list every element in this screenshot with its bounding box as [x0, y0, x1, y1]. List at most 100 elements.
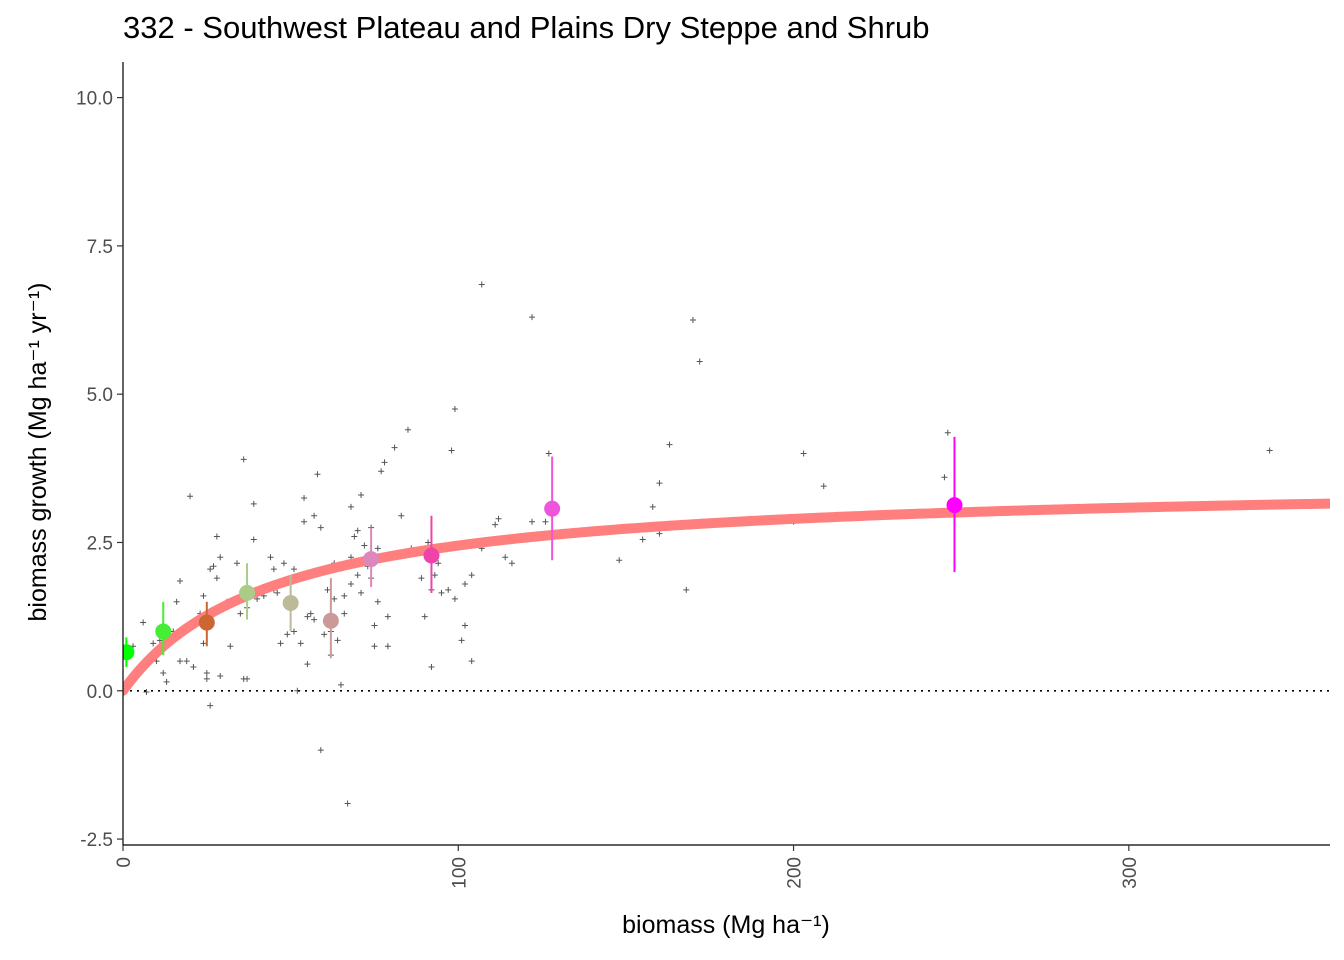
raw-point	[267, 554, 274, 561]
raw-point	[301, 518, 308, 525]
raw-point	[351, 533, 358, 540]
raw-point	[140, 619, 147, 626]
mean-point	[198, 614, 215, 631]
raw-point	[616, 557, 623, 564]
raw-point	[200, 640, 207, 647]
raw-point	[290, 628, 297, 635]
raw-point	[451, 595, 458, 602]
raw-point	[820, 483, 827, 490]
mean-point	[544, 500, 561, 517]
raw-point	[384, 643, 391, 650]
raw-point	[435, 560, 442, 567]
raw-point	[461, 581, 468, 587]
raw-point	[438, 589, 445, 596]
raw-point	[421, 613, 428, 620]
x-tick-label: 100	[449, 857, 470, 889]
raw-point	[321, 631, 328, 638]
raw-point	[190, 664, 197, 671]
raw-point	[445, 586, 452, 593]
raw-point	[331, 595, 338, 602]
y-tick-label: -2.5	[80, 830, 113, 851]
raw-point	[529, 314, 536, 321]
raw-point	[311, 616, 318, 623]
raw-point	[203, 675, 210, 682]
raw-point	[545, 450, 552, 457]
raw-point	[311, 512, 318, 519]
y-axis-title: biomass growth (Mg ha⁻¹ yr⁻¹)	[24, 283, 52, 622]
raw-point	[649, 503, 656, 510]
raw-point	[203, 669, 210, 676]
mean-point	[423, 547, 440, 564]
mean-point	[282, 594, 299, 611]
raw-point	[207, 566, 214, 573]
raw-point	[307, 610, 314, 617]
raw-point	[274, 589, 281, 596]
raw-point	[337, 681, 344, 688]
raw-point	[451, 406, 458, 413]
fit-curve	[123, 498, 1330, 696]
raw-point	[425, 539, 432, 546]
raw-point	[361, 542, 368, 549]
mean-point	[946, 497, 963, 514]
raw-point	[143, 688, 150, 695]
raw-point	[341, 610, 348, 617]
raw-point	[404, 426, 411, 433]
raw-point	[683, 586, 690, 593]
raw-point	[696, 358, 703, 365]
raw-point	[213, 533, 220, 540]
y-tick-label: 10.0	[76, 89, 113, 110]
raw-point	[237, 610, 244, 617]
raw-point	[297, 640, 304, 647]
raw-point	[374, 545, 381, 552]
raw-point	[941, 474, 948, 481]
raw-point	[317, 747, 324, 754]
raw-point	[183, 658, 190, 665]
raw-point	[428, 664, 435, 671]
raw-point	[458, 637, 465, 644]
raw-point	[207, 702, 214, 709]
raw-point	[492, 521, 499, 528]
raw-point	[250, 536, 257, 543]
raw-point	[502, 554, 509, 561]
raw-point	[381, 459, 388, 466]
raw-point	[240, 456, 247, 463]
raw-point	[317, 524, 324, 531]
raw-point	[176, 578, 183, 585]
raw-point	[354, 527, 361, 534]
raw-point	[1266, 447, 1273, 454]
mean-point	[155, 623, 172, 640]
x-tick-label: 300	[1120, 857, 1141, 889]
y-ticks: 10.0 7.5 5.0 2.5 0.0 -2.5	[76, 89, 123, 851]
y-tick-label: 0.0	[87, 682, 113, 703]
raw-point	[354, 572, 361, 579]
raw-point	[542, 518, 549, 525]
raw-point	[304, 661, 311, 668]
raw-point	[461, 622, 468, 629]
raw-point	[374, 598, 381, 605]
raw-point	[244, 675, 251, 682]
raw-point	[290, 566, 297, 573]
raw-point	[284, 631, 291, 638]
raw-point	[280, 560, 287, 567]
raw-point	[160, 669, 167, 676]
raw-point	[529, 518, 536, 525]
raw-point	[391, 444, 398, 451]
raw-point	[334, 637, 341, 644]
x-ticks: 0 100 200 300	[114, 845, 1141, 889]
mean-point	[363, 551, 380, 568]
raw-point	[508, 560, 515, 567]
x-tick-label: 200	[785, 857, 806, 889]
raw-point	[187, 493, 194, 500]
raw-point	[347, 581, 354, 587]
fit-curve-layer	[123, 498, 1330, 696]
raw-point	[468, 658, 475, 665]
mean-point	[123, 644, 135, 661]
raw-points-layer	[130, 281, 1273, 807]
x-axis-title: biomass (Mg ha⁻¹)	[622, 911, 830, 939]
raw-point	[371, 622, 378, 629]
raw-point	[495, 515, 502, 522]
raw-point	[358, 492, 365, 499]
raw-point	[468, 572, 475, 579]
raw-point	[800, 450, 807, 457]
